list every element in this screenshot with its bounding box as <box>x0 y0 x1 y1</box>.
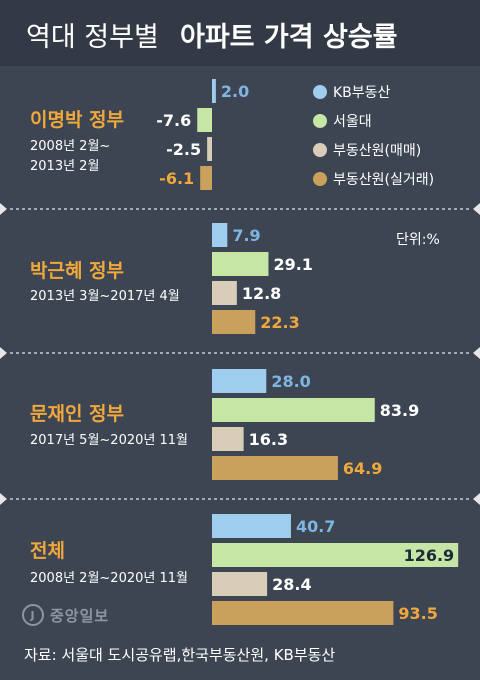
data-label: -7.6 <box>156 111 191 130</box>
chart-title-bold: 아파트 가격 상승률 <box>180 22 398 53</box>
data-label: 7.9 <box>232 226 260 245</box>
legend-label: KB부동산 <box>333 85 391 101</box>
data-label: 22.3 <box>260 313 299 332</box>
bar <box>212 601 394 625</box>
unit-label: 단위:% <box>396 232 440 248</box>
bar <box>212 79 216 103</box>
data-label: 126.9 <box>404 546 455 565</box>
data-label: 28.4 <box>272 575 311 594</box>
data-label: 28.0 <box>271 372 310 391</box>
group-period: 2008년 2월~ <box>30 139 110 154</box>
group-title: 이명박 정부 <box>30 109 124 131</box>
data-label: 83.9 <box>380 401 419 420</box>
group-title: 문재인 정부 <box>30 403 124 425</box>
bar <box>212 310 256 334</box>
group-period: 2008년 2월~2020년 11월 <box>30 571 188 586</box>
data-label: 29.1 <box>273 255 312 274</box>
watermark-text: 중앙일보 <box>50 606 110 625</box>
data-label: 16.3 <box>249 430 288 449</box>
bar <box>212 572 268 596</box>
separator-notch-right <box>473 493 480 505</box>
data-label: -2.5 <box>166 140 201 159</box>
bar <box>212 223 228 247</box>
data-label: 40.7 <box>296 517 335 536</box>
bar <box>212 543 459 567</box>
separator-notch-left <box>0 203 7 215</box>
bar <box>207 137 212 161</box>
bar <box>212 281 237 305</box>
legend-label: 서울대 <box>333 114 372 130</box>
legend-marker <box>313 172 327 186</box>
legend-marker <box>313 114 327 128</box>
separator-notch-right <box>473 203 480 215</box>
group-period: 2013년 3월~2017년 4월 <box>30 289 180 304</box>
bar <box>212 427 244 451</box>
data-label: 93.5 <box>398 604 437 623</box>
data-label: 2.0 <box>221 82 249 101</box>
bar <box>200 166 212 190</box>
bar <box>212 456 338 480</box>
legend-label: 부동산원(실거래) <box>333 172 434 188</box>
legend-marker <box>313 143 327 157</box>
title-band <box>0 0 480 66</box>
logo-icon: J <box>22 604 44 626</box>
separator-notch-left <box>0 347 7 359</box>
chart-title-regular: 역대 정부별 <box>26 22 159 53</box>
bar <box>212 252 269 276</box>
legend-label: 부동산원(매매) <box>333 143 421 159</box>
data-label: -6.1 <box>159 169 194 188</box>
groups-layer: 이명박 정부 2008년 2월~ 2013년 2월 2.0 -7.6 -2.5 -6.1 박근… <box>0 79 480 625</box>
group-title: 박근혜 정부 <box>30 260 124 282</box>
group-title: 전체 <box>30 540 65 562</box>
data-label: 64.9 <box>343 459 382 478</box>
separator-notch-left <box>0 493 7 505</box>
bar <box>212 369 267 393</box>
group-period: 2017년 5월~2020년 11월 <box>30 433 188 448</box>
group-period: 2013년 2월 <box>30 159 99 174</box>
separator-notch-right <box>473 347 480 359</box>
source-text: 자료: 서울대 도시공유랩,한국부동산원, KB부동산 <box>24 646 335 664</box>
legend-marker <box>313 85 327 99</box>
bar <box>212 398 375 422</box>
watermark-logo: J 중앙일보 <box>22 604 109 626</box>
bar <box>197 108 212 132</box>
data-label: 12.8 <box>242 284 281 303</box>
bar <box>212 514 291 538</box>
